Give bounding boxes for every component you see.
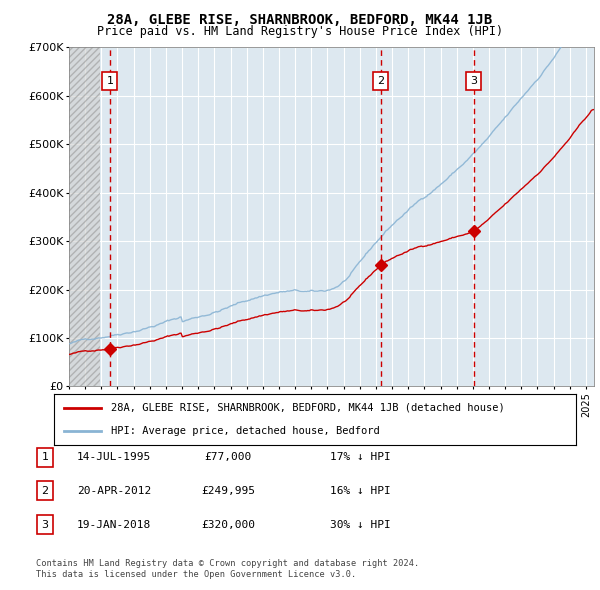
Text: 2: 2 <box>377 76 385 86</box>
Text: 20-APR-2012: 20-APR-2012 <box>77 486 151 496</box>
Text: 14-JUL-1995: 14-JUL-1995 <box>77 453 151 462</box>
Text: 1: 1 <box>106 76 113 86</box>
Text: 3: 3 <box>470 76 477 86</box>
Text: HPI: Average price, detached house, Bedford: HPI: Average price, detached house, Bedf… <box>112 427 380 437</box>
Text: 30% ↓ HPI: 30% ↓ HPI <box>329 520 391 529</box>
Text: £77,000: £77,000 <box>205 453 251 462</box>
Text: Price paid vs. HM Land Registry's House Price Index (HPI): Price paid vs. HM Land Registry's House … <box>97 25 503 38</box>
Text: 1: 1 <box>41 453 49 462</box>
Text: £320,000: £320,000 <box>201 520 255 529</box>
Text: 19-JAN-2018: 19-JAN-2018 <box>77 520 151 529</box>
Text: 28A, GLEBE RISE, SHARNBROOK, BEDFORD, MK44 1JB (detached house): 28A, GLEBE RISE, SHARNBROOK, BEDFORD, MK… <box>112 402 505 412</box>
Text: Contains HM Land Registry data © Crown copyright and database right 2024.
This d: Contains HM Land Registry data © Crown c… <box>36 559 419 579</box>
Text: 2: 2 <box>41 486 49 496</box>
Text: 17% ↓ HPI: 17% ↓ HPI <box>329 453 391 462</box>
Bar <box>69 0 100 386</box>
Text: 16% ↓ HPI: 16% ↓ HPI <box>329 486 391 496</box>
Text: 28A, GLEBE RISE, SHARNBROOK, BEDFORD, MK44 1JB: 28A, GLEBE RISE, SHARNBROOK, BEDFORD, MK… <box>107 13 493 27</box>
Text: 3: 3 <box>41 520 49 529</box>
Text: £249,995: £249,995 <box>201 486 255 496</box>
